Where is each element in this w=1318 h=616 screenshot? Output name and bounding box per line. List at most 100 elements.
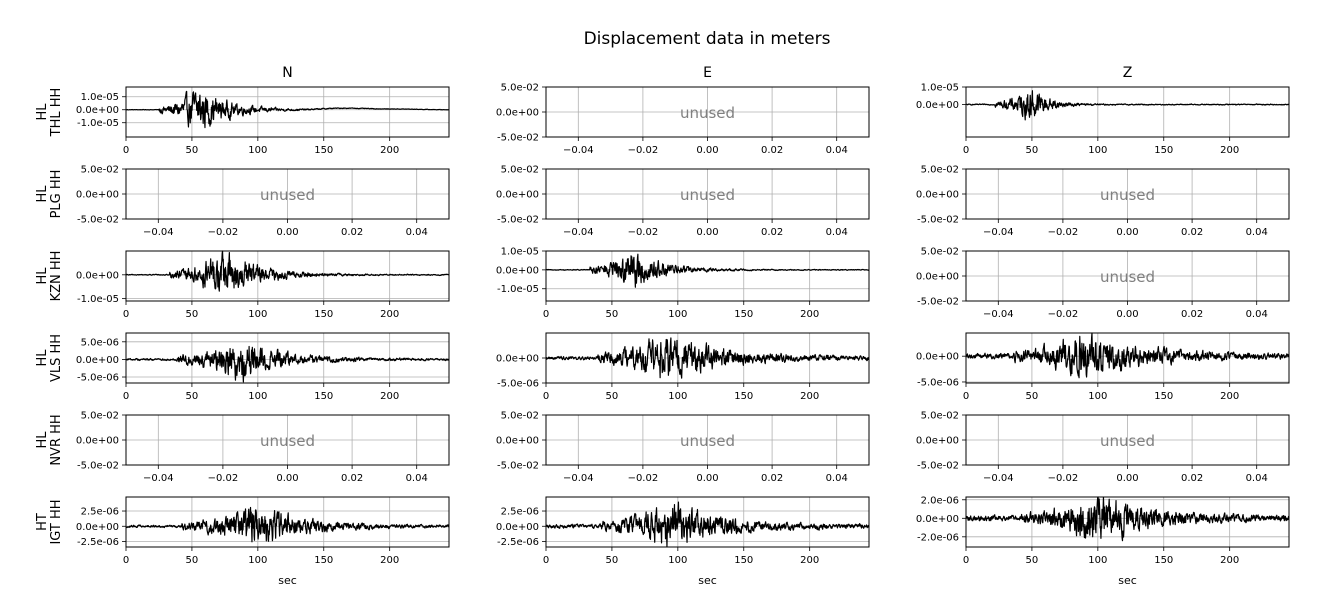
x-tick-label: 0.04 — [1246, 227, 1268, 238]
axes-frame — [125, 332, 450, 384]
x-axis-label: sec — [1118, 574, 1137, 587]
y-tick-label: -5.0e-02 — [77, 461, 119, 472]
unused-label: unused — [260, 186, 315, 204]
unused-label: unused — [680, 104, 735, 122]
panel-r2-c2: unused −0.04 −0.02 0.00 0.02 0.04 5.0e-02 0.0e+… — [916, 247, 1290, 320]
panel-r3-c0: 0 50 100 150 200 5.0e-06 0.0e+00 -5.0e-06 — [76, 332, 450, 402]
x-tick-label: 200 — [380, 555, 399, 566]
panel-r1-c2: unused −0.04 −0.02 0.00 0.02 0.04 5.0e-02 0.0e+… — [916, 165, 1290, 238]
panel-r2-c0: 0 50 100 150 200 0.0e+00 -1.0e-05 — [76, 250, 450, 320]
x-tick-label: 0 — [123, 391, 129, 402]
row-label-igt: HT IGT HH — [35, 499, 64, 544]
y-tick-label: 0.0e+00 — [496, 265, 539, 276]
y-tick-label: 5.0e-02 — [501, 83, 539, 94]
x-tick-label: −0.02 — [628, 227, 659, 238]
panel-r3-c1: 0 50 100 150 200 0.0e+00 -5.0e-06 — [496, 332, 870, 402]
x-tick-label: 0.02 — [1181, 473, 1203, 484]
waveform-line — [545, 253, 870, 288]
x-tick-label: 0.02 — [341, 227, 363, 238]
panel-r5-c1: 0 50 100 150 200 2.5e-06 0.0e+00 -2.5e-06 — [496, 496, 870, 566]
waveform-line — [965, 90, 1290, 121]
y-tick-label: 0.0e+00 — [76, 190, 119, 201]
panel-r0-c1: unused −0.04 −0.02 0.00 0.02 0.04 5.0e-02 0.0e+… — [496, 83, 870, 156]
panel-r4-c2: unused −0.04 −0.02 0.00 0.02 0.04 5.0e-02 0.0e+… — [916, 411, 1290, 484]
y-tick-label: 2.0e-06 — [921, 495, 959, 506]
y-tick-label: 5.0e-02 — [921, 165, 959, 176]
y-tick-label: 0.0e+00 — [496, 354, 539, 365]
row-label-station: KZN HH — [49, 251, 64, 302]
x-tick-label: −0.04 — [143, 227, 174, 238]
row-label-kzn: HL KZN HH — [35, 251, 64, 302]
x-tick-label: 200 — [800, 391, 819, 402]
y-tick-label: -5.0e-02 — [917, 461, 959, 472]
column-title-z: Z — [1123, 65, 1133, 81]
row-label-station: NVR HH — [49, 414, 64, 465]
y-tick-label: 0.0e+00 — [916, 190, 959, 201]
axes-frame — [545, 496, 870, 548]
row-label-station: VLS HH — [49, 334, 64, 382]
y-tick-label: 2.5e-06 — [501, 507, 539, 518]
y-tick-label: 5.0e-06 — [81, 337, 119, 348]
panel-r4-c1: unused −0.04 −0.02 0.00 0.02 0.04 5.0e-02 0.0e+… — [496, 411, 870, 484]
x-tick-label: 150 — [314, 145, 333, 156]
x-tick-label: −0.02 — [628, 473, 659, 484]
x-tick-label: 50 — [186, 145, 199, 156]
unused-label: unused — [1100, 186, 1155, 204]
row-label-plg: HL PLG HH — [35, 170, 64, 219]
x-tick-label: 50 — [606, 391, 619, 402]
x-tick-label: 0.00 — [696, 145, 718, 156]
y-tick-label: -5.0e-02 — [917, 297, 959, 308]
axes-frame — [965, 86, 1290, 138]
x-tick-label: 0.04 — [826, 473, 848, 484]
y-tick-label: -1.0e-05 — [497, 284, 539, 295]
row-label-station: PLG HH — [49, 170, 64, 219]
axes-frame — [965, 332, 1290, 384]
y-tick-label: 0.0e+00 — [916, 100, 959, 111]
x-tick-label: 0.04 — [826, 227, 848, 238]
x-tick-label: 100 — [1088, 555, 1107, 566]
row-label-network: HL — [35, 431, 50, 449]
panel-r1-c1: unused −0.04 −0.02 0.00 0.02 0.04 5.0e-02 0.0e+… — [496, 165, 870, 238]
x-tick-label: 200 — [800, 555, 819, 566]
axes-frame — [965, 496, 1290, 548]
row-label-thl: HL THL HH — [35, 88, 64, 138]
unused-label: unused — [680, 186, 735, 204]
panel-r3-c2: 0 50 100 150 200 0.0e+00 -5.0e-06 — [916, 332, 1290, 402]
y-tick-label: -5.0e-06 — [917, 377, 959, 388]
x-tick-label: 0.00 — [1116, 473, 1138, 484]
x-tick-label: 0.04 — [826, 145, 848, 156]
x-tick-label: −0.02 — [1048, 309, 1079, 320]
y-tick-label: 0.0e+00 — [916, 514, 959, 525]
x-tick-label: 200 — [380, 309, 399, 320]
y-tick-label: -5.0e-06 — [77, 373, 119, 384]
x-tick-label: −0.02 — [628, 145, 659, 156]
x-tick-label: 50 — [606, 555, 619, 566]
x-tick-label: 0.00 — [276, 227, 298, 238]
y-tick-label: -5.0e-02 — [497, 215, 539, 226]
x-tick-label: 200 — [1220, 391, 1239, 402]
x-tick-label: 0.02 — [761, 473, 783, 484]
x-tick-label: 0 — [963, 145, 969, 156]
panel-r4-c0: unused −0.04 −0.02 0.00 0.02 0.04 5.0e-02 0.0e+… — [76, 411, 450, 484]
y-tick-label: -2.5e-06 — [497, 537, 539, 548]
x-tick-label: 150 — [314, 555, 333, 566]
y-tick-label: -2.5e-06 — [77, 537, 119, 548]
y-tick-label: 0.0e+00 — [496, 522, 539, 533]
y-tick-label: -5.0e-02 — [497, 133, 539, 144]
y-tick-label: -2.0e-06 — [917, 532, 959, 543]
x-tick-label: 100 — [248, 555, 267, 566]
panel-r5-c2: 0 50 100 150 200 2.0e-06 0.0e+00 -2.0e-06 — [916, 495, 1290, 566]
row-label-network: HT — [35, 513, 50, 531]
x-tick-label: 0 — [543, 555, 549, 566]
column-title-e: E — [703, 65, 712, 81]
y-tick-label: 0.0e+00 — [916, 352, 959, 363]
x-tick-label: −0.04 — [983, 473, 1014, 484]
y-tick-label: 0.0e+00 — [496, 436, 539, 447]
x-tick-label: 0.02 — [1181, 309, 1203, 320]
axes-frame — [125, 250, 450, 302]
row-label-vls: HL VLS HH — [35, 334, 64, 382]
y-tick-label: 1.0e-05 — [81, 92, 119, 103]
y-tick-label: -5.0e-02 — [917, 215, 959, 226]
x-tick-label: 150 — [1154, 391, 1173, 402]
